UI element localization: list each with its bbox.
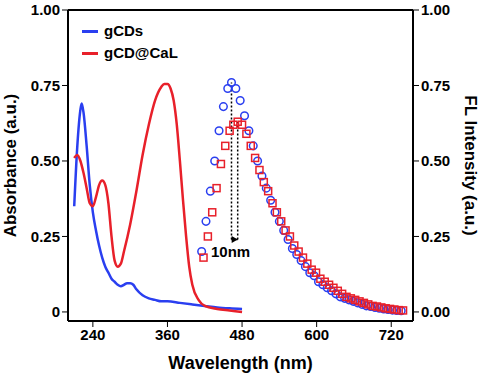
svg-text:0.25: 0.25 [31,228,60,245]
svg-text:FL Intensity (a.u.): FL Intensity (a.u.) [461,95,480,235]
svg-text:0.50: 0.50 [31,152,60,169]
svg-text:0.75: 0.75 [421,77,450,94]
svg-text:480: 480 [230,326,255,343]
svg-text:Wavelength (nm): Wavelength (nm) [168,353,312,373]
svg-text:0.25: 0.25 [421,228,450,245]
svg-text:600: 600 [304,326,329,343]
svg-text:1.00: 1.00 [31,1,60,18]
svg-text:1.00: 1.00 [421,1,450,18]
svg-text:240: 240 [80,326,105,343]
svg-text:0.75: 0.75 [31,77,60,94]
svg-text:0.00: 0.00 [421,303,450,320]
svg-text:Absorbance (a.u.): Absorbance (a.u.) [1,94,20,238]
svg-text:360: 360 [155,326,180,343]
svg-text:10nm: 10nm [211,243,250,260]
svg-text:0.50: 0.50 [421,152,450,169]
svg-text:0: 0 [52,303,60,320]
svg-text:720: 720 [379,326,404,343]
html-text:gCD@CaL: gCD@CaL [104,44,178,61]
html-text:gCDs: gCDs [104,22,144,39]
